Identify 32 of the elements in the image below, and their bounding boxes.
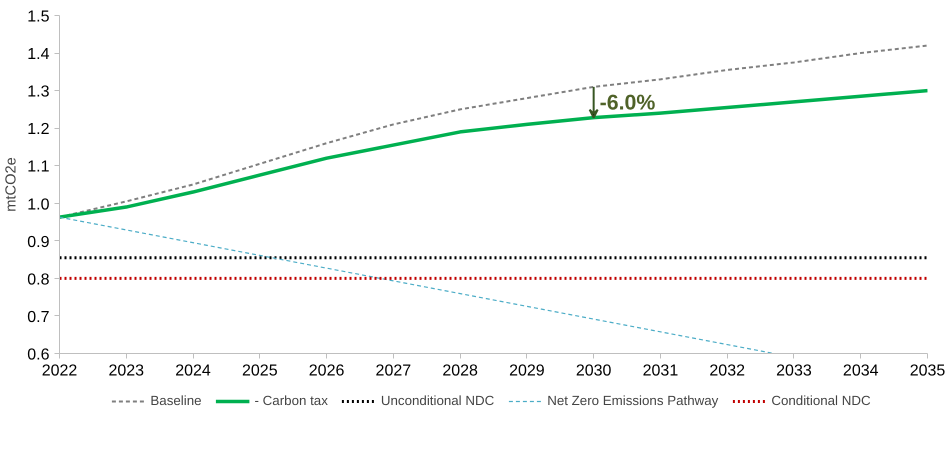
x-tick-label: 2028	[442, 362, 478, 380]
y-tick-label: 1.1	[27, 158, 50, 176]
y-tick-label: 0.8	[27, 271, 50, 288]
x-tick-label: 2031	[642, 362, 678, 380]
x-tick-label: 2025	[242, 362, 278, 380]
legend-label: Baseline	[150, 393, 202, 408]
legend-label: Conditional NDC	[771, 393, 871, 408]
y-tick-label: 0.7	[27, 308, 50, 326]
legend-label: Unconditional NDC	[380, 393, 494, 408]
x-tick-label: 2026	[308, 362, 344, 380]
x-tick-label: 2034	[842, 362, 879, 380]
legend-label: Net Zero Emissions Pathway	[547, 393, 718, 408]
line-series	[60, 88, 928, 219]
y-tick-label: 1.4	[27, 46, 50, 64]
legend-label: - Carbon tax	[254, 393, 328, 408]
x-tick-label: 2023	[108, 362, 144, 380]
x-tick-label: 2024	[175, 362, 211, 380]
x-tick-label: 2022	[42, 362, 78, 380]
x-tick-label: 2029	[509, 362, 545, 380]
y-tick-label: 0.6	[27, 346, 50, 364]
y-tick-label: 1.5	[27, 8, 50, 26]
annotation: -6.0%	[600, 90, 656, 114]
y-tick-label: 0.9	[27, 234, 50, 251]
x-tick-label: 2030	[576, 362, 612, 380]
y-tick-label: 1.2	[27, 121, 50, 138]
x-tick-label: 2032	[709, 362, 746, 380]
x-tick-label: 2035	[910, 362, 946, 380]
x-tick-label: 2027	[376, 362, 412, 380]
x-tick-label: 2033	[776, 362, 812, 380]
y-tick-label: 1.3	[27, 84, 50, 101]
y-axis-title: mtCO2e	[3, 157, 20, 212]
y-tick-label: 1.0	[27, 196, 50, 214]
